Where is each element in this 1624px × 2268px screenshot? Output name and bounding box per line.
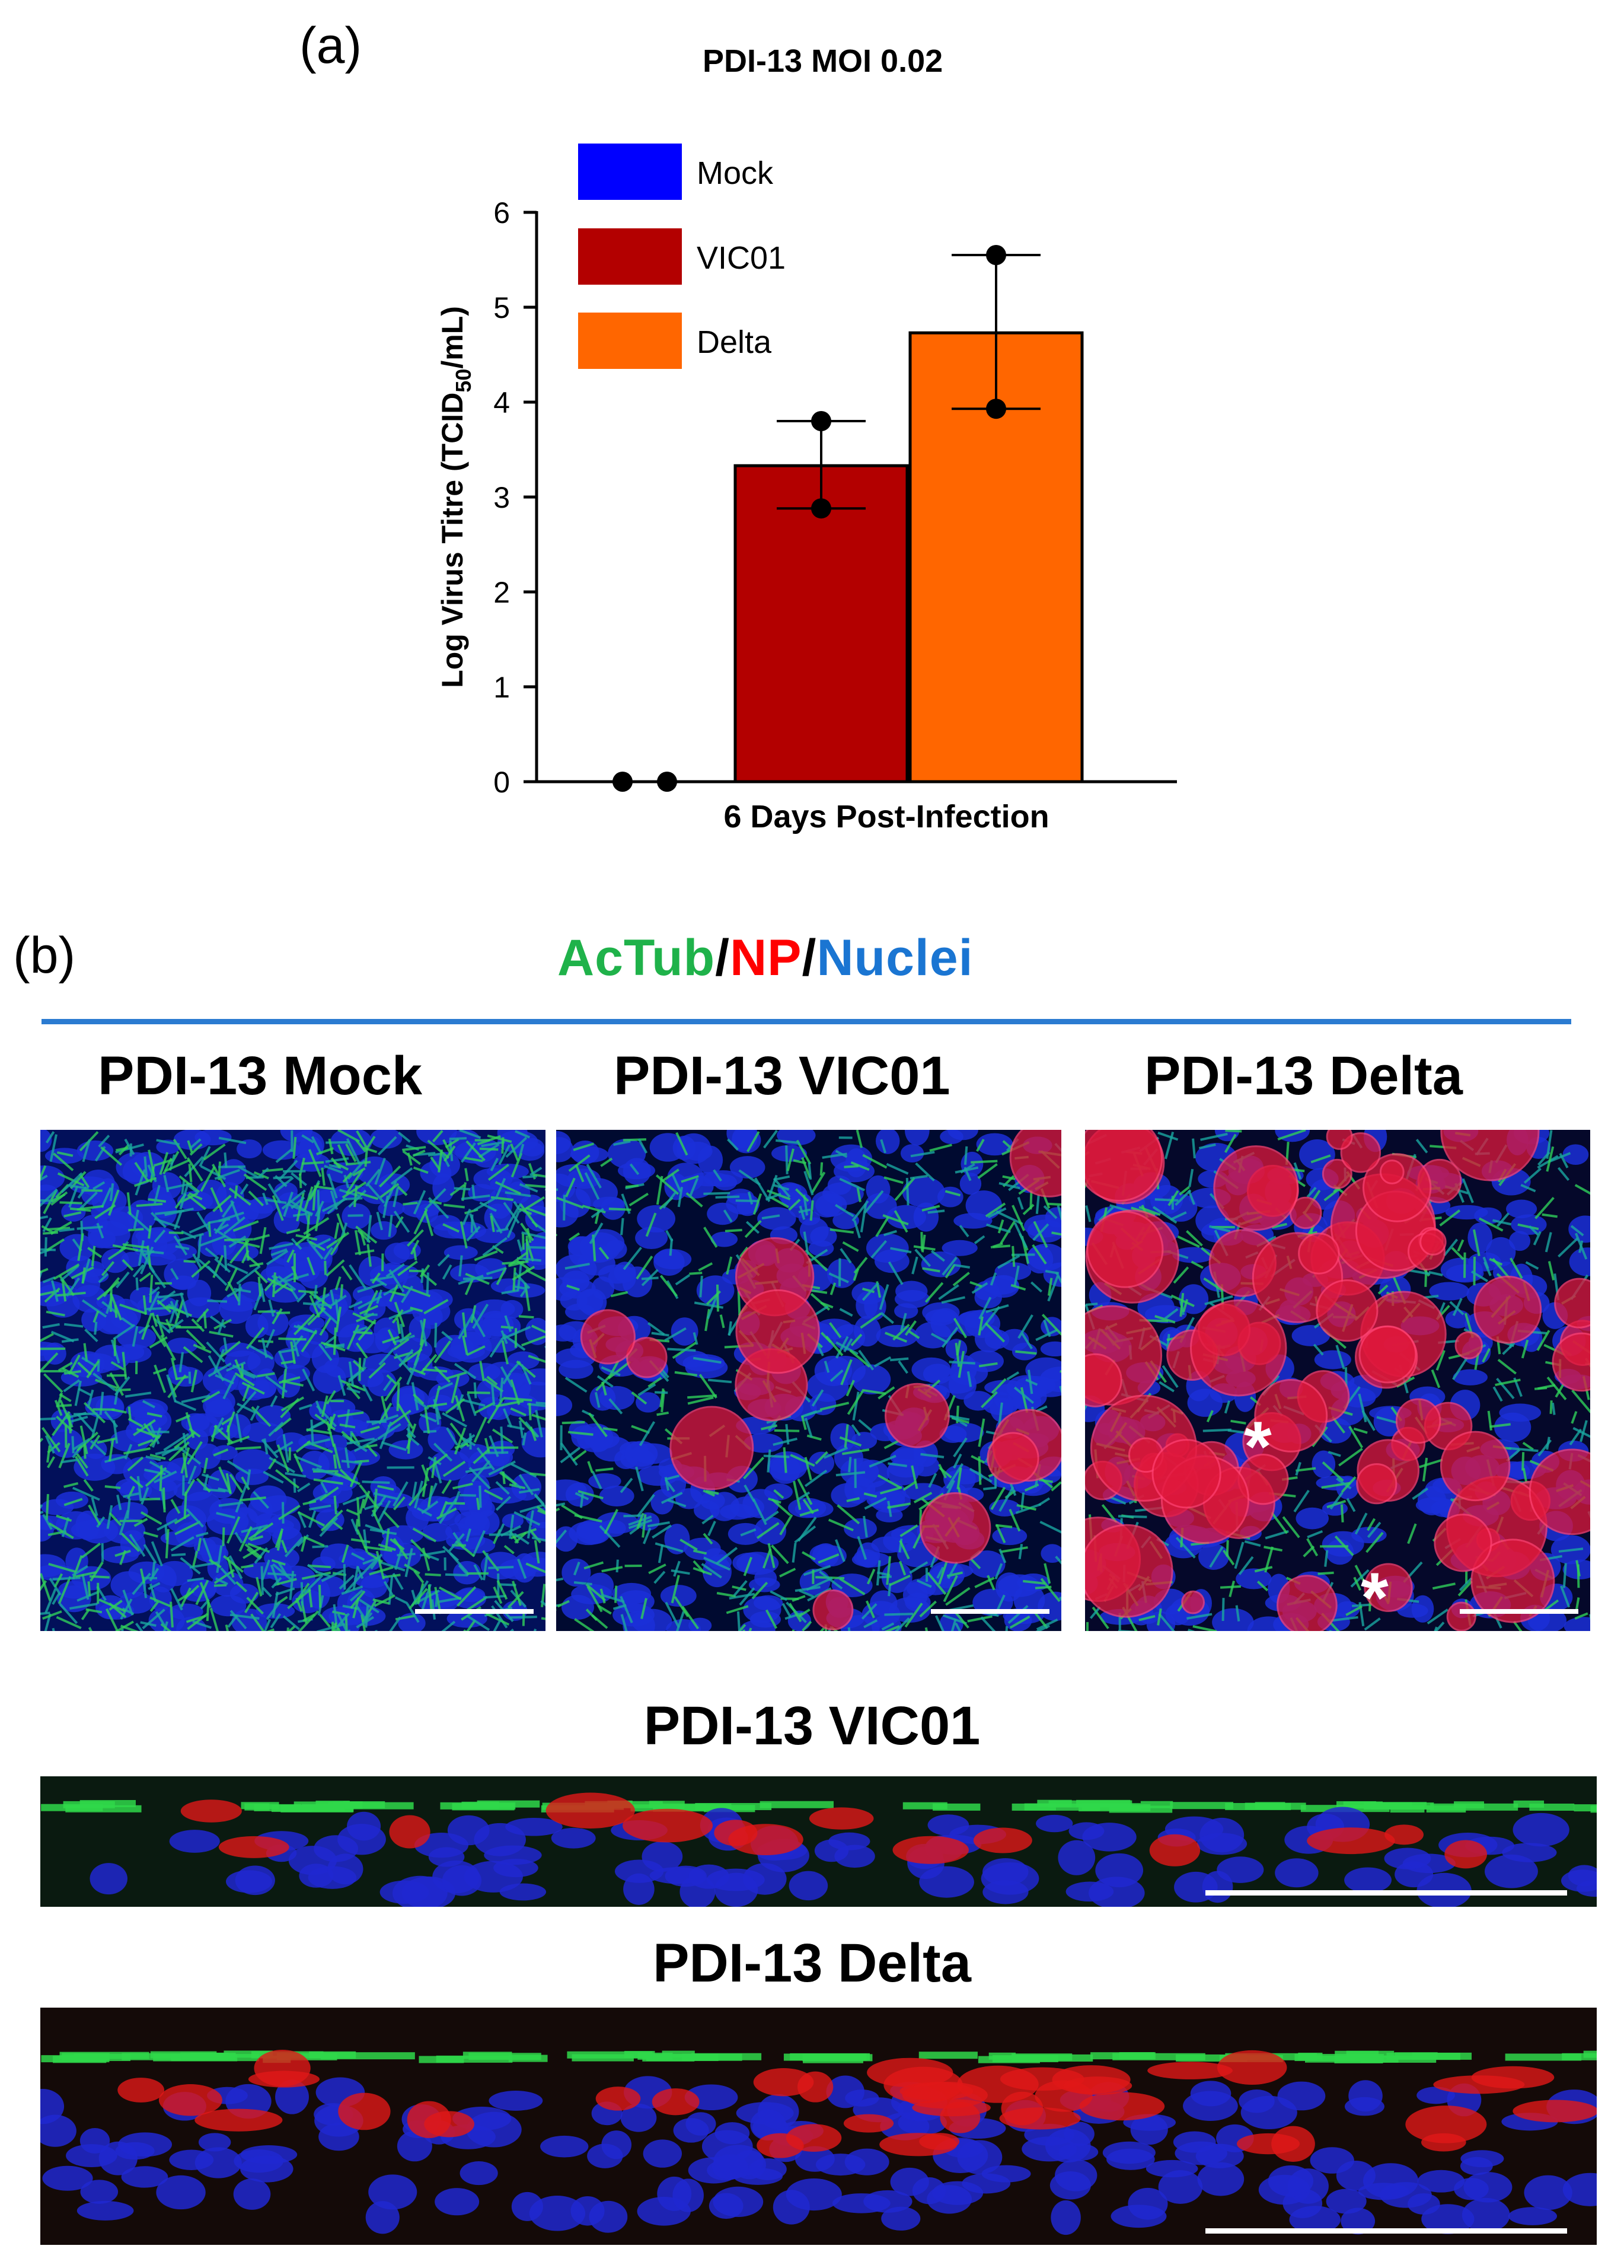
data-point: [612, 772, 633, 792]
legend-swatch-mock: [578, 144, 682, 200]
y-tick-label: 4: [493, 386, 510, 419]
y-tick-label: 3: [493, 481, 510, 514]
micrograph-delta: [1085, 1130, 1590, 1631]
scale-bar: [931, 1609, 1049, 1614]
asterisk-marker-2: *: [1361, 1558, 1389, 1638]
image-title-mock: PDI-13 Mock: [98, 1046, 423, 1106]
y-tick-label: 1: [493, 671, 510, 704]
y-axis-label: Log Virus Titre (TCID50/mL): [436, 306, 476, 688]
legend-label-mock: Mock: [697, 155, 774, 191]
bar-chart: 0 1 2 3 4 5 6 Log Virus Titre (TCID50/mL) 6 Days…: [436, 144, 1177, 834]
y-tick-label: 0: [493, 766, 510, 799]
x-axis-label: 6 Days Post-Infection: [723, 799, 1049, 834]
data-point: [986, 245, 1006, 265]
cross-section-title-vic01: PDI-13 VIC01: [643, 1696, 981, 1756]
scale-bar: [1205, 2228, 1567, 2234]
image-title-vic01: PDI-13 VIC01: [614, 1046, 950, 1106]
cross-section-vic01: [40, 1776, 1597, 1907]
scale-bar: [415, 1609, 534, 1614]
chart-title: PDI-13 MOI 0.02: [703, 43, 943, 79]
stain-legend: AcTub/NP/Nuclei: [557, 929, 974, 988]
legend-label-vic01: VIC01: [697, 240, 786, 276]
scale-bar: [1460, 1609, 1578, 1614]
image-title-delta: PDI-13 Delta: [1144, 1046, 1463, 1106]
data-point: [986, 399, 1006, 419]
stain-np: NP: [730, 929, 802, 986]
cross-section-delta: [40, 2008, 1597, 2245]
panel-a-label: (a): [299, 17, 362, 74]
cross-section-title-delta: PDI-13 Delta: [653, 1933, 971, 1993]
divider-rule: [42, 1019, 1571, 1024]
panel-b-label: (b): [13, 927, 76, 984]
stain-sep-2: /: [802, 929, 817, 986]
y-tick-label: 6: [493, 196, 510, 230]
micrograph-mock: [40, 1130, 545, 1631]
legend-swatch-delta: [578, 313, 682, 369]
asterisk-marker-1: *: [1244, 1407, 1272, 1486]
data-point: [811, 498, 831, 519]
y-tick-label: 2: [493, 576, 510, 609]
stain-nuclei: Nuclei: [816, 929, 974, 986]
y-tick-label: 5: [493, 291, 510, 324]
stain-sep-1: /: [715, 929, 730, 986]
micrograph-vic01: [556, 1130, 1061, 1631]
legend-swatch-vic01: [578, 228, 682, 285]
data-point: [811, 411, 831, 431]
legend-label-delta: Delta: [697, 324, 772, 360]
data-point: [657, 772, 677, 792]
scale-bar: [1205, 1890, 1567, 1896]
stain-actub: AcTub: [557, 929, 716, 986]
